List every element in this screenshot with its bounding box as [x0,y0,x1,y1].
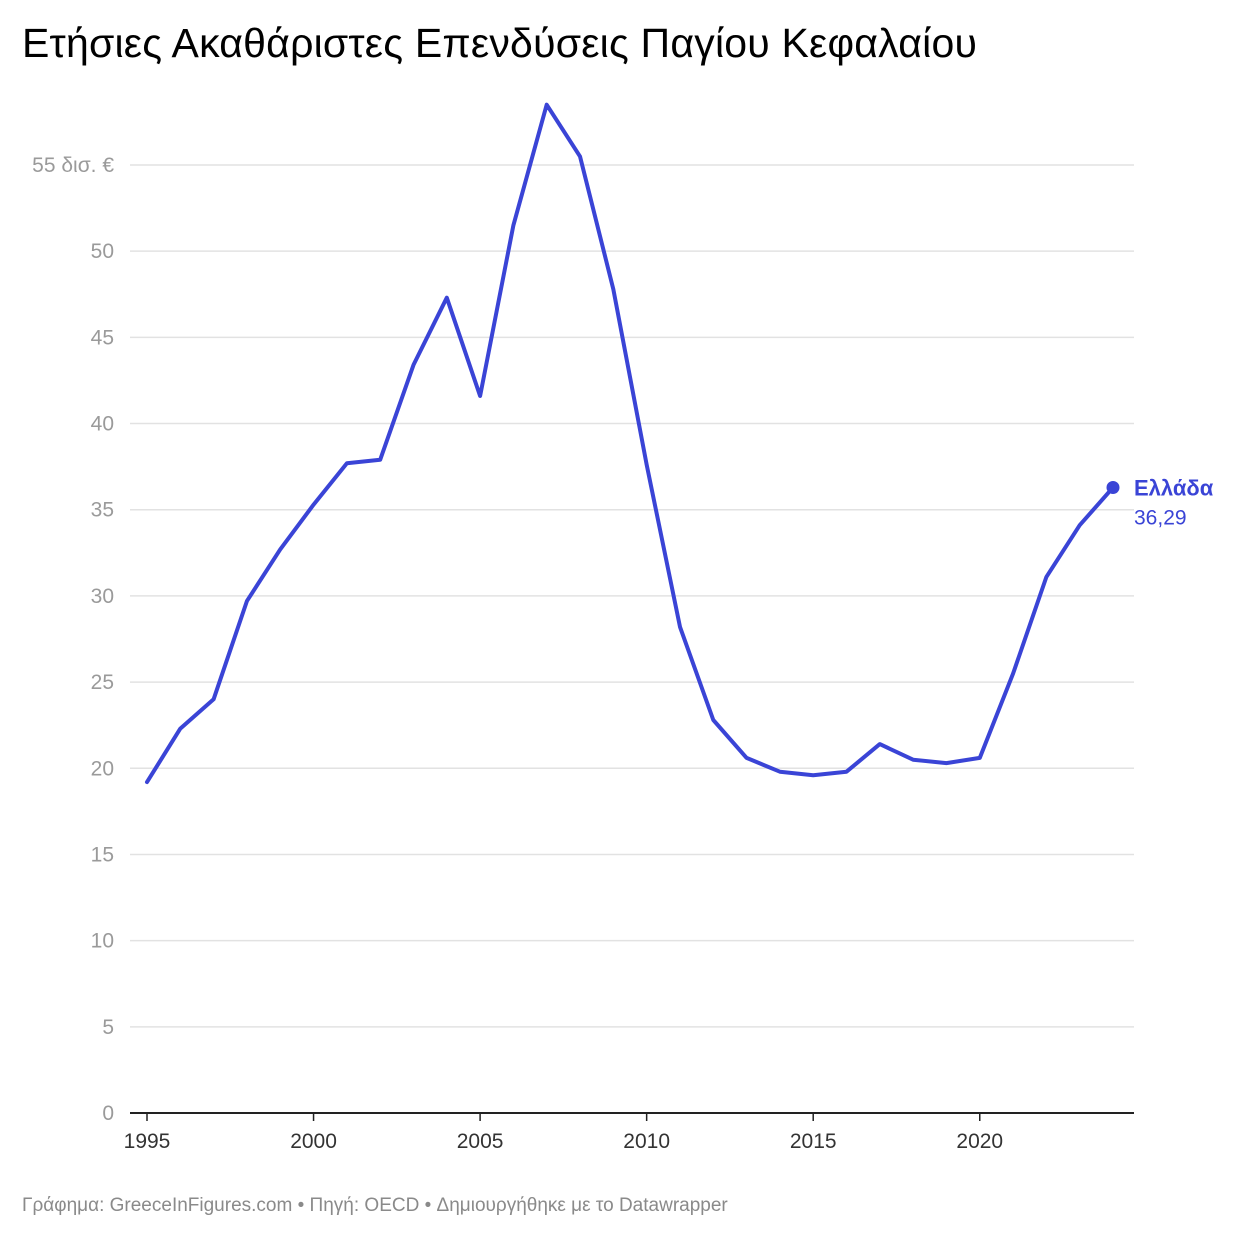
series-line-greece [145,102,1115,785]
series-layer [145,102,1120,785]
y-tick-label: 15 [91,843,114,866]
y-tick-label: 35 [91,499,114,522]
axes: 0 5 10 15 20 25 30 35 40 45 50 55 δισ. € 1995 2000 200… [32,154,1134,1153]
x-tick-label: 2015 [790,1130,837,1153]
y-tick-label: 20 [91,757,114,780]
x-tick-label: 2000 [290,1130,337,1153]
y-tick-label: 55 δισ. € [32,154,114,177]
series-end-label: Ελλάδα [1134,475,1214,500]
x-tick-label: 1995 [124,1130,171,1153]
series-end-value: 36,29 [1134,506,1187,529]
y-tick-label: 50 [91,240,114,263]
y-tick-label: 30 [91,585,114,608]
line-chart: 0 5 10 15 20 25 30 35 40 45 50 55 δισ. € 1995 2000 200… [32,102,1214,1153]
y-tick-label: 40 [91,413,114,436]
end-point-marker [1106,480,1120,494]
y-tick-label: 5 [102,1016,114,1039]
y-tick-label: 45 [91,326,114,349]
x-tick-label: 2010 [623,1130,670,1153]
y-tick-label: 10 [91,930,114,953]
labels-layer: Ελλάδα 36,29 [1134,475,1214,529]
y-tick-label: 0 [102,1102,114,1125]
chart-title: Ετήσιες Ακαθάριστες Επενδύσεις Παγίου Κε… [22,20,978,66]
gridlines [130,164,1134,1028]
x-tick-label: 2005 [457,1130,504,1153]
y-tick-label: 25 [91,671,114,694]
x-tick-label: 2020 [956,1130,1003,1153]
chart-footer: Γράφημα: GreeceInFigures.com • Πηγή: OEC… [22,1195,728,1216]
